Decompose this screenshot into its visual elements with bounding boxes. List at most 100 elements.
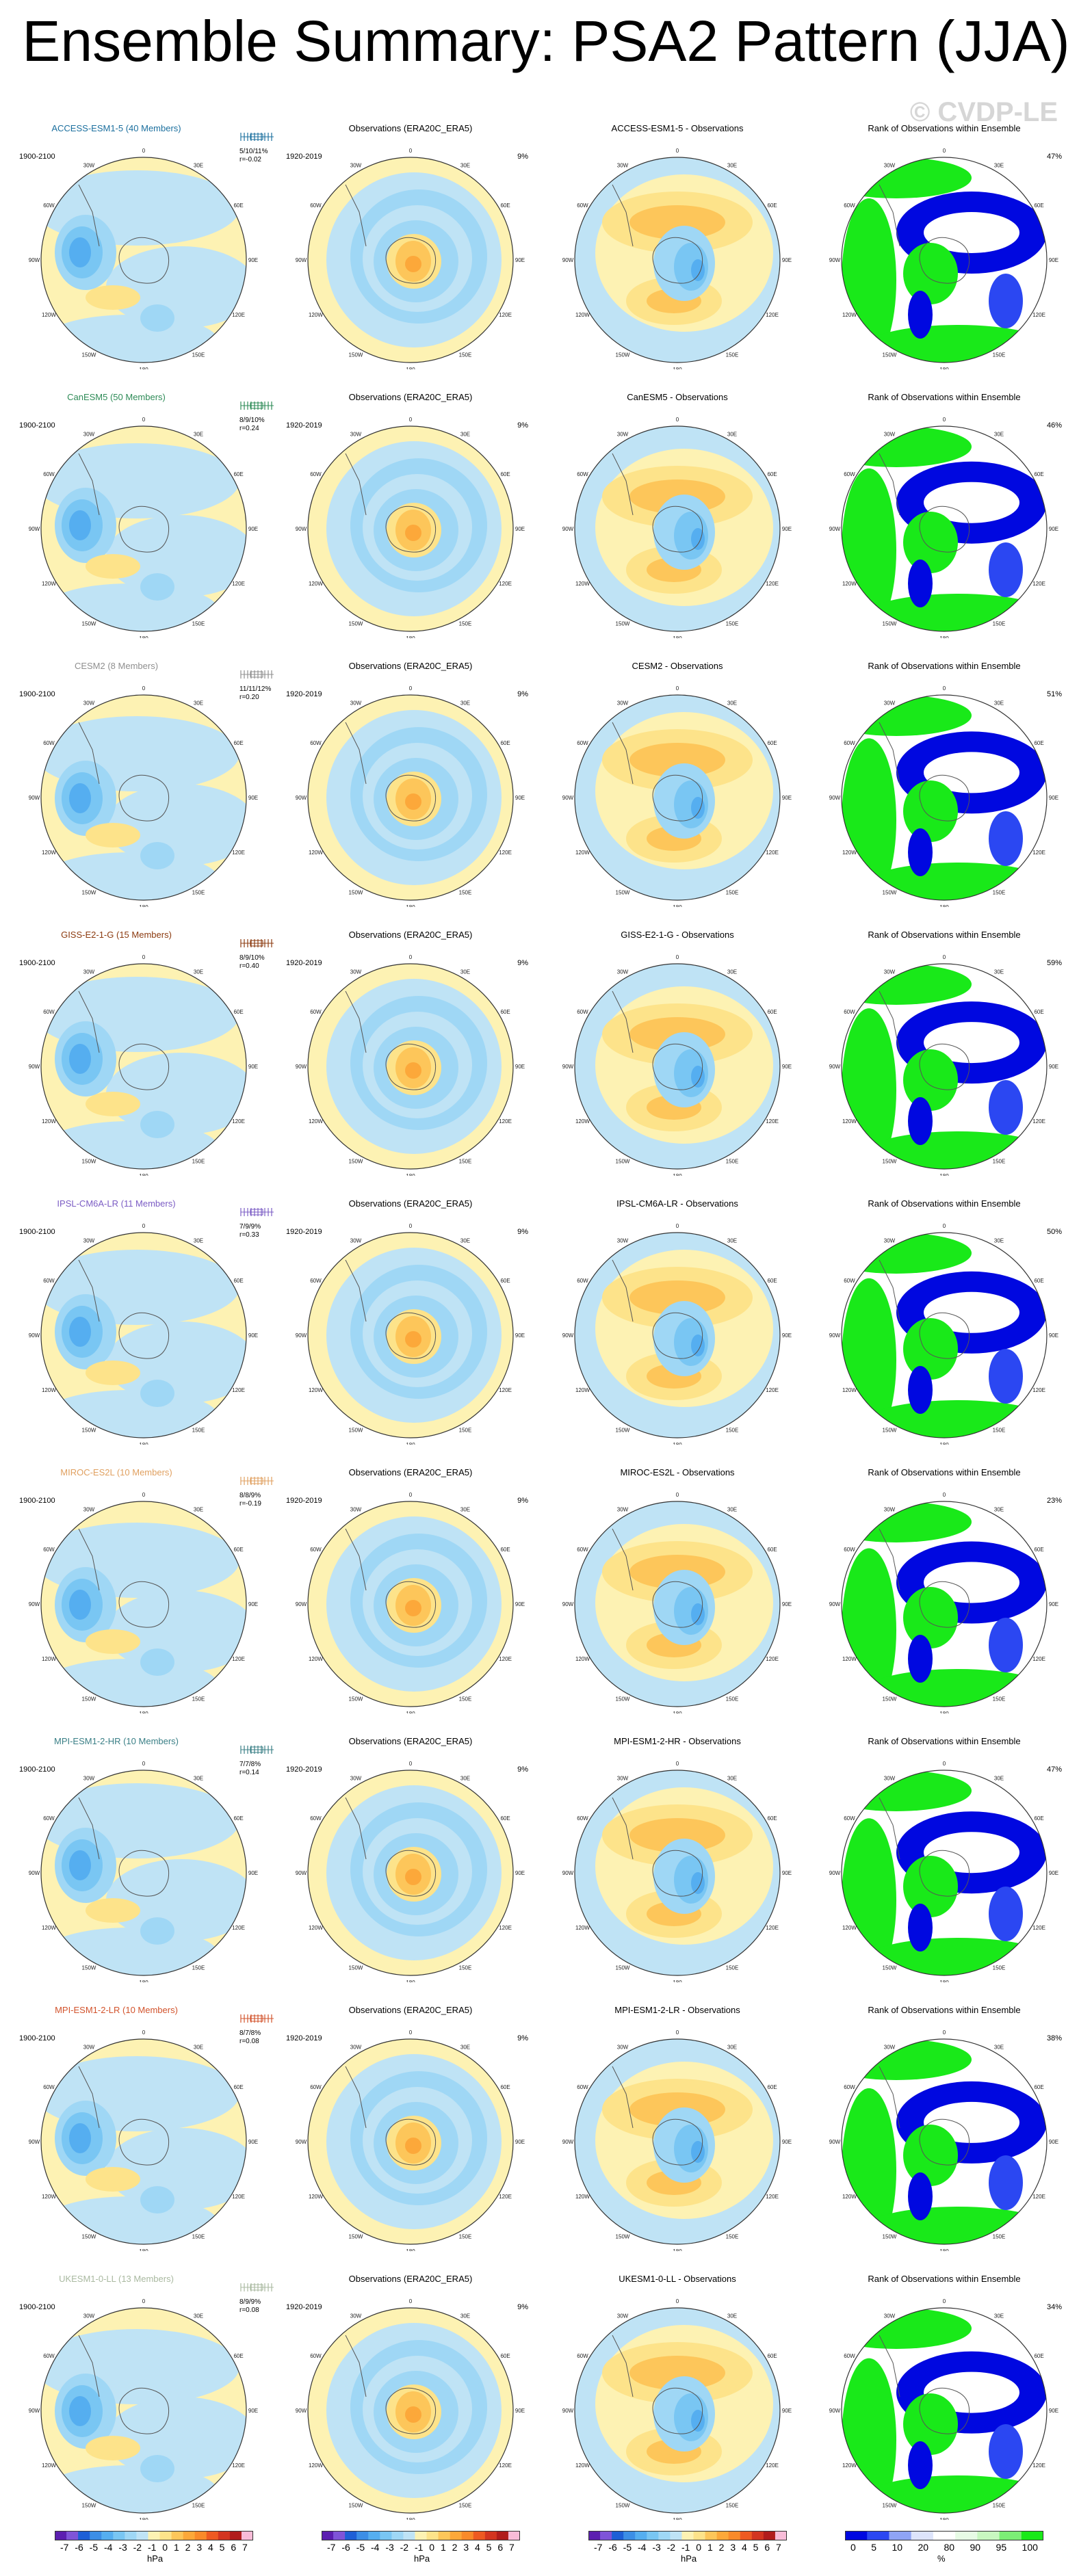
longitude-label: 90W: [296, 795, 307, 801]
colorbar-ticks: -7 -6 -5 -4 -3 -2 -1 0 1 2 3 4 5 6 7: [60, 2542, 248, 2553]
colorbar-unit: hPa: [147, 2553, 164, 2564]
colorbar-swatch: [670, 2531, 682, 2540]
longitude-label: 150E: [192, 2503, 205, 2509]
longitude-label: 30E: [194, 700, 203, 706]
longitude-label: 150W: [883, 352, 897, 358]
model-pattern-panel: 0 30E 60E 90E 120E 150E 180 150W 120W 90W 60W 30W MP…: [14, 1736, 274, 2003]
colorbar-swatch: [194, 2531, 207, 2540]
ensemble-boxplot: [240, 402, 274, 410]
longitude-label: 150E: [192, 1428, 205, 1434]
longitude-label: 120W: [309, 312, 323, 318]
longitude-label: 30E: [460, 431, 470, 437]
longitude-label: 120W: [575, 1656, 590, 1662]
model-row: 0 30E 60E 90E 120E 150E 180 150W 120W 90W 60W 30W IP…: [0, 1198, 1092, 1467]
colorbar-tick-label: -2: [666, 2542, 676, 2553]
longitude-label: 150E: [726, 890, 739, 896]
longitude-label: 90W: [562, 2408, 574, 2414]
colorbar-tick-label: -4: [637, 2542, 647, 2553]
colorbar-swatch: [380, 2531, 392, 2540]
longitude-label: 120W: [575, 2462, 590, 2469]
difference-panel: 0 30E 60E 90E 120E 150E 180 150W 120W 90W 60W 30W UK…: [547, 2274, 807, 2540]
longitude-label: 120W: [309, 1118, 323, 1125]
panel-title: GISS-E2-1-G (15 Members): [61, 930, 172, 940]
longitude-label: 90E: [1049, 1870, 1058, 1876]
longitude-label: 120W: [309, 2462, 323, 2469]
colorbar-swatch: [159, 2531, 172, 2540]
longitude-label: 30E: [994, 431, 1004, 437]
longitude-label: 60W: [844, 740, 855, 746]
observation-panel: 0 30E 60E 90E 120E 150E 180 150W 120W 90W 60W 30W Ob…: [281, 2274, 541, 2540]
longitude-label: 0: [676, 954, 679, 960]
longitude-label: 30W: [884, 969, 896, 975]
longitude-label: 120E: [1032, 312, 1045, 318]
panel-title: Rank of Observations within Ensemble: [868, 1736, 1021, 1746]
longitude-label: 150E: [192, 890, 205, 896]
longitude-label: 120W: [309, 850, 323, 856]
polar-map: 0 30E 60E 90E 120E 150E 180 150W 120W 90W 60W 30W: [829, 685, 1058, 907]
longitude-label: 90E: [515, 1870, 525, 1876]
polar-map: 0 30E 60E 90E 120E 150E 180 150W 120W 90W 60W 30W: [29, 1492, 258, 1713]
panel-title: Observations (ERA20C_ERA5): [348, 930, 473, 940]
colorbar-swatch: [508, 2531, 520, 2540]
model-row: 0 30E 60E 90E 120E 150E 180 150W 120W 90W 60W 30W Ca…: [0, 392, 1092, 661]
longitude-label: 120E: [499, 1118, 512, 1125]
percent-label: 9%: [517, 2034, 528, 2042]
difference-panel: 0 30E 60E 90E 120E 150E 180 150W 120W 90W 60W 30W IP…: [547, 1198, 807, 1465]
longitude-label: 0: [676, 1492, 679, 1498]
longitude-label: 90W: [829, 257, 841, 263]
colorbar-swatch: [1021, 2531, 1043, 2540]
longitude-label: 60E: [1034, 1547, 1043, 1553]
colorbar-tick-label: -6: [608, 2542, 617, 2553]
longitude-label: 90W: [829, 526, 841, 532]
model-pattern-panel: 0 30E 60E 90E 120E 150E 180 150W 120W 90W 60W 30W AC…: [14, 123, 274, 390]
model-pattern-panel: 0 30E 60E 90E 120E 150E 180 150W 120W 90W 60W 30W MI…: [14, 1467, 274, 1734]
longitude-label: 30E: [994, 2044, 1004, 2050]
colorbar-ticks: 0 5 10 20 80 90 95 100: [850, 2542, 1038, 2553]
longitude-label: 60E: [767, 1815, 777, 1822]
period-label: 1920-2019: [286, 1765, 322, 1774]
ensemble-boxplot: [240, 133, 274, 141]
longitude-label: 150E: [726, 1159, 739, 1165]
colorbar-swatch: [183, 2531, 196, 2540]
period-label: 1900-2100: [19, 690, 55, 698]
panel-title: ACCESS-ESM1-5 (40 Members): [51, 123, 181, 133]
longitude-label: 120W: [309, 1387, 323, 1393]
longitude-label: 60W: [310, 1278, 322, 1284]
longitude-label: 150E: [726, 1428, 739, 1434]
rank-panel: 0 30E 60E 90E 120E 150E 180 150W 120W 90W 60W 30W Ra…: [814, 1467, 1074, 1734]
colorbar-swatch: [391, 2531, 404, 2540]
longitude-label: 60W: [844, 471, 855, 477]
polar-map: 0 30E 60E 90E 120E 150E 180 150W 120W 90W 60W 30W: [562, 148, 792, 369]
longitude-label: 150E: [459, 2234, 472, 2240]
longitude-label: 60W: [844, 1278, 855, 1284]
longitude-label: 0: [943, 1223, 946, 1229]
panel-title: UKESM1-0-LL (13 Members): [59, 2274, 174, 2284]
watermark: © CVDP-LE: [909, 97, 1058, 127]
rank-panel: 0 30E 60E 90E 120E 150E 180 150W 120W 90W 60W 30W Ra…: [814, 661, 1074, 928]
longitude-label: 60W: [577, 2084, 588, 2090]
longitude-label: 120W: [842, 2462, 857, 2469]
longitude-label: 150W: [82, 1696, 96, 1703]
longitude-label: 150W: [883, 890, 897, 896]
longitude-label: 0: [943, 2029, 946, 2036]
longitude-label: 60E: [233, 1547, 243, 1553]
longitude-label: 0: [676, 2298, 679, 2304]
longitude-label: 180: [939, 635, 949, 638]
longitude-label: 0: [676, 148, 679, 154]
longitude-label: 120E: [232, 581, 245, 587]
longitude-label: 180: [673, 1173, 682, 1176]
rank-colorbar: [845, 2531, 1043, 2540]
colorbar-swatch: [113, 2531, 125, 2540]
colorbar-swatch: [229, 2531, 242, 2540]
longitude-label: 120W: [575, 2194, 590, 2200]
longitude-label: 60W: [577, 1815, 588, 1822]
longitude-label: 30E: [194, 1506, 203, 1512]
panel-title: Rank of Observations within Ensemble: [868, 661, 1021, 671]
longitude-label: 30W: [884, 1775, 896, 1781]
rank-panel: 0 30E 60E 90E 120E 150E 180 150W 120W 90W 60W 30W Ra…: [814, 2005, 1074, 2272]
model-row: 0 30E 60E 90E 120E 150E 180 150W 120W 90W 60W 30W UK…: [0, 2274, 1092, 2542]
longitude-label: 0: [409, 417, 413, 423]
colorbar-swatch: [368, 2531, 380, 2540]
percent-label: 34%: [1046, 2303, 1062, 2311]
colorbar-swatch: [136, 2531, 148, 2540]
